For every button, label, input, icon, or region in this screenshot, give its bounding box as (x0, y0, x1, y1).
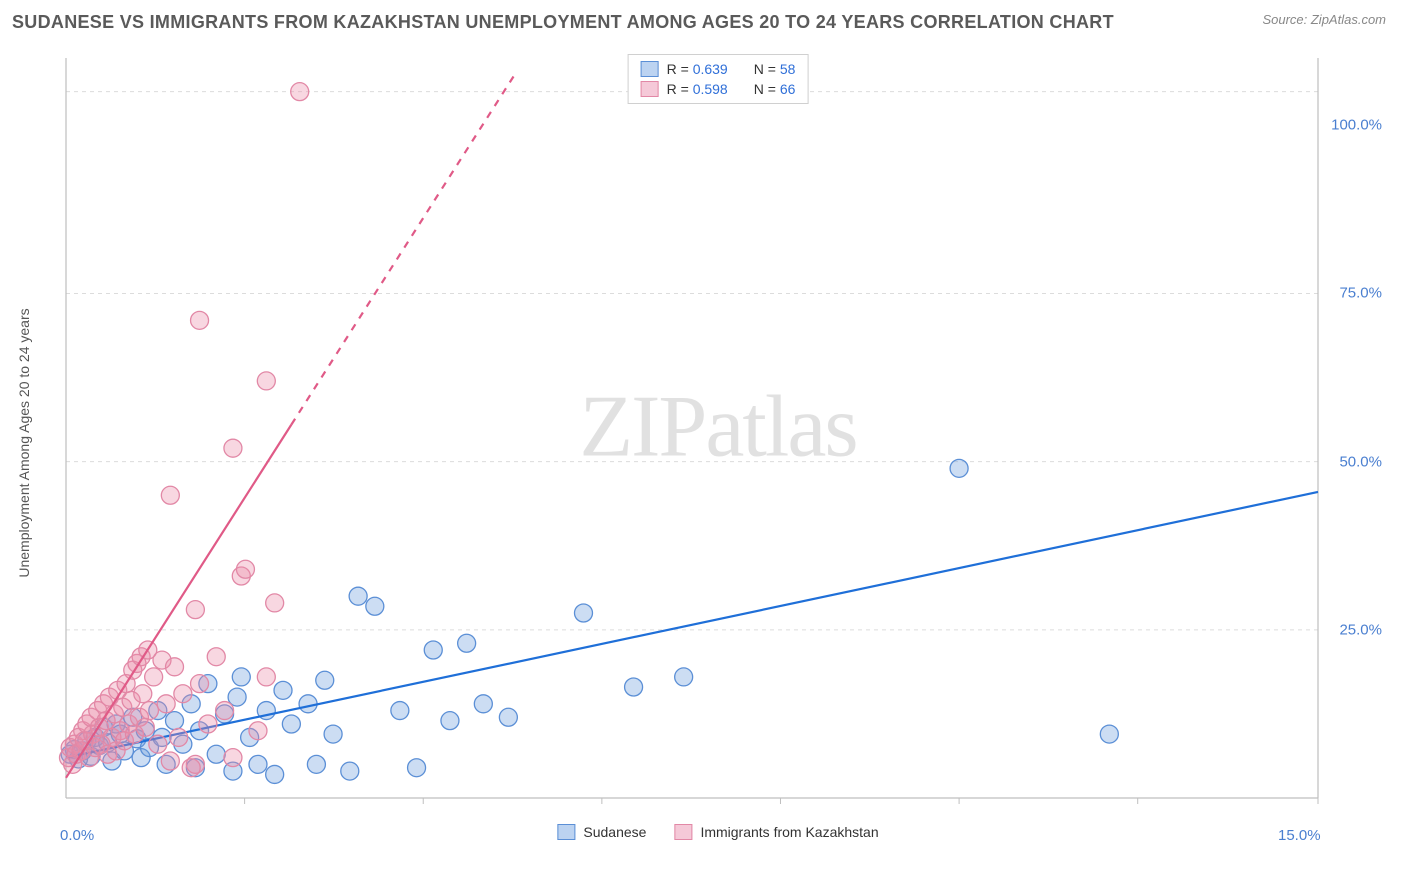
x-tick-label: 0.0% (60, 827, 94, 844)
x-tick-label: 15.0% (1278, 827, 1321, 844)
swatch-sudanese (641, 61, 659, 77)
n-label: N = 66 (754, 81, 796, 97)
plot-area: ZIPatlas R = 0.639 N = 58 R = 0.598 N = … (58, 48, 1378, 838)
legend-row-kazakhstan: R = 0.598 N = 66 (629, 79, 808, 99)
legend-item-sudanese: Sudanese (557, 824, 646, 840)
correlation-legend: R = 0.639 N = 58 R = 0.598 N = 66 (628, 54, 809, 104)
y-tick-label: 50.0% (1339, 453, 1382, 470)
y-tick-label: 75.0% (1339, 285, 1382, 302)
source-label: Source: ZipAtlas.com (1262, 12, 1386, 27)
y-tick-label: 100.0% (1331, 117, 1382, 134)
legend-label: Immigrants from Kazakhstan (700, 824, 878, 840)
swatch-kazakhstan (641, 81, 659, 97)
y-axis-label: Unemployment Among Ages 20 to 24 years (16, 308, 32, 577)
series-legend: Sudanese Immigrants from Kazakhstan (557, 824, 878, 840)
swatch-kazakhstan (674, 824, 692, 840)
legend-label: Sudanese (583, 824, 646, 840)
legend-row-sudanese: R = 0.639 N = 58 (629, 59, 808, 79)
r-label: R = 0.598 (667, 81, 728, 97)
chart-container: Unemployment Among Ages 20 to 24 years Z… (42, 48, 1382, 838)
legend-item-kazakhstan: Immigrants from Kazakhstan (674, 824, 878, 840)
y-tick-label: 25.0% (1339, 621, 1382, 638)
r-label: R = 0.639 (667, 61, 728, 77)
swatch-sudanese (557, 824, 575, 840)
chart-title: SUDANESE VS IMMIGRANTS FROM KAZAKHSTAN U… (12, 12, 1114, 33)
chart-svg (58, 48, 1378, 838)
n-label: N = 58 (754, 61, 796, 77)
